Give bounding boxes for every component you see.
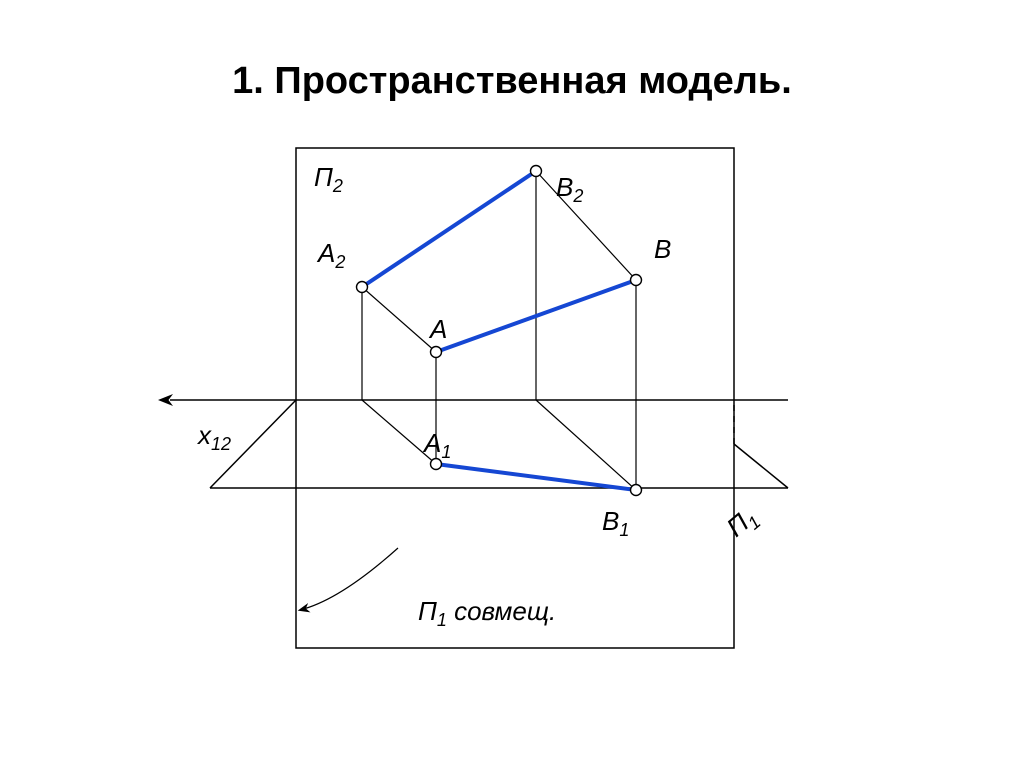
point-A [431, 347, 442, 358]
plane-p1-right-edge [734, 444, 788, 488]
construction-B2-to-B [536, 171, 636, 280]
segment-A1-B1 [436, 464, 636, 490]
point-B [631, 275, 642, 286]
svg-text:B2: B2 [556, 172, 583, 206]
label-B2: B2 [556, 172, 583, 206]
rotation-arc [300, 548, 398, 610]
label-A: A [428, 314, 447, 344]
label-x12: x12 [196, 420, 231, 454]
svg-text:П1 совмещ.: П1 совмещ. [418, 596, 556, 630]
point-A2 [357, 282, 368, 293]
svg-text:П1: П1 [721, 501, 765, 546]
label-P1combined: П1 совмещ. [418, 596, 556, 630]
svg-text:B: B [654, 234, 671, 264]
svg-text:A2: A2 [316, 238, 345, 272]
label-B1: B1 [602, 506, 629, 540]
construction-A2-to-A [362, 287, 436, 352]
label-A1: A1 [422, 428, 451, 462]
label-P2: П2 [314, 162, 343, 196]
construction-axis-to-B1-diag [536, 400, 636, 490]
point-A1 [431, 459, 442, 470]
label-P1-rotated: П1 [721, 501, 765, 546]
label-A2: A2 [316, 238, 345, 272]
svg-text:B1: B1 [602, 506, 629, 540]
svg-text:x12: x12 [196, 420, 231, 454]
svg-text:П2: П2 [314, 162, 343, 196]
svg-text:A: A [428, 314, 447, 344]
svg-text:A1: A1 [422, 428, 451, 462]
segment-A2-B2 [362, 171, 536, 287]
spatial-model-diagram: П2 A2 B2 B A A1 B1 x12 П1 совмещ. П1 [0, 0, 1024, 767]
point-B2 [531, 166, 542, 177]
label-B: B [654, 234, 671, 264]
point-B1 [631, 485, 642, 496]
